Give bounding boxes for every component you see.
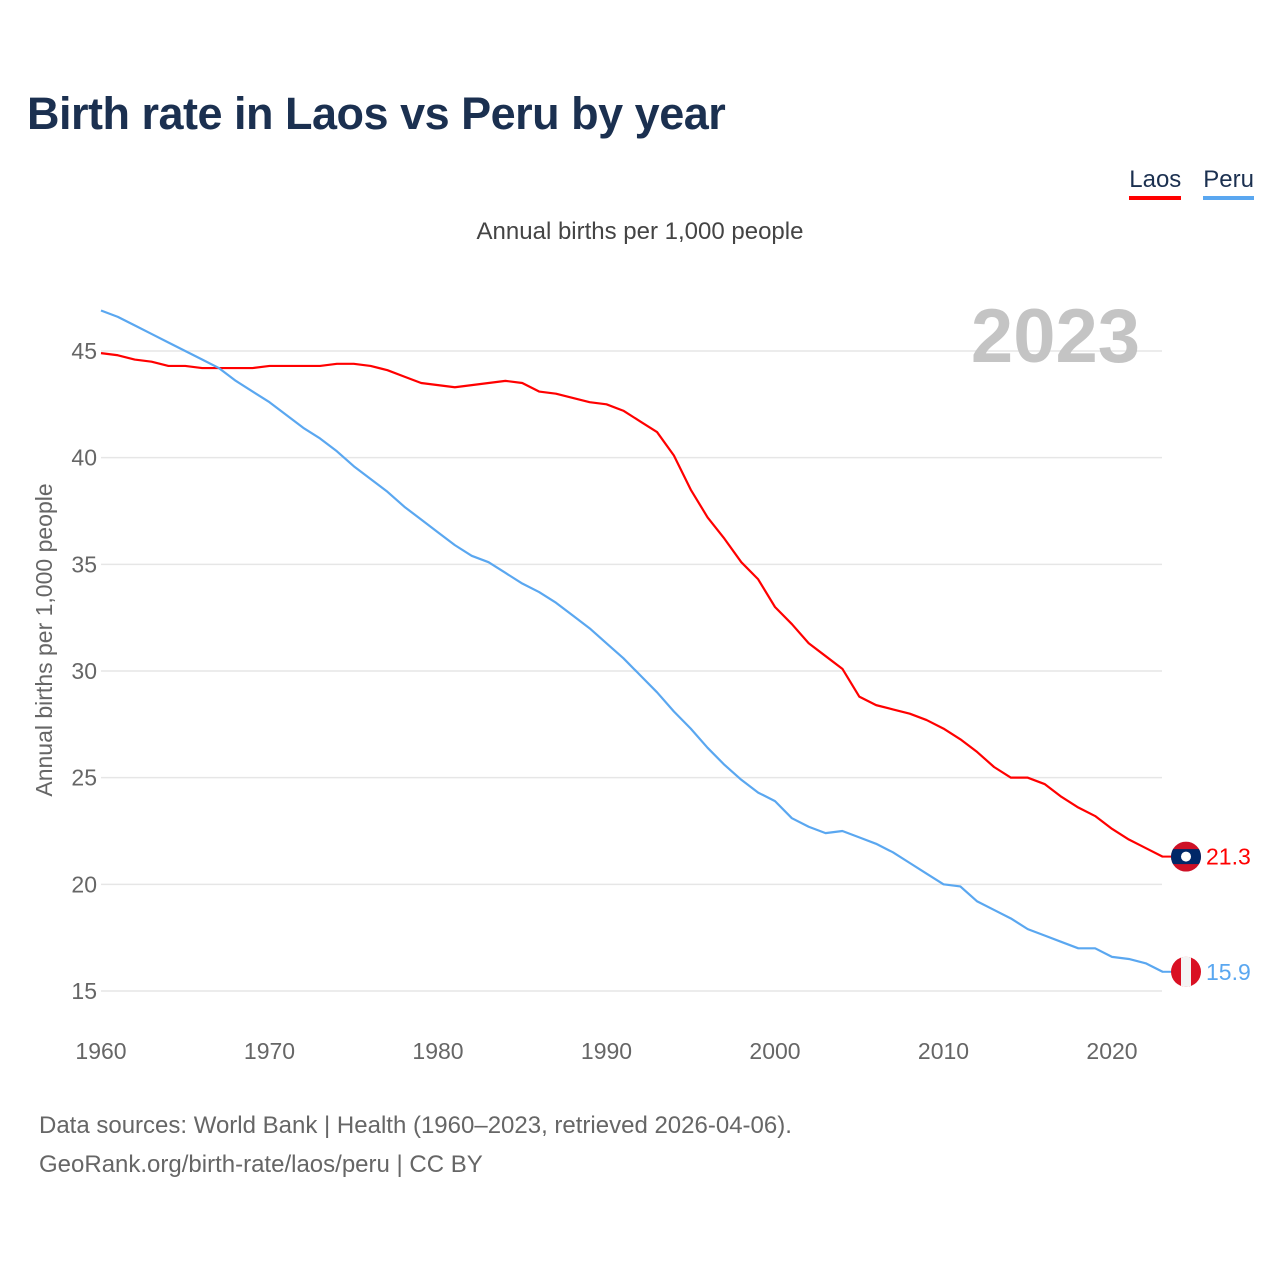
y-axis-label: Annual births per 1,000 people	[31, 483, 57, 796]
legend-item-peru[interactable]: Peru	[1203, 166, 1254, 200]
y-tick-label: 20	[71, 871, 97, 897]
y-tick-label: 45	[71, 338, 97, 364]
end-value-label-peru: 15.9	[1206, 959, 1251, 985]
flag-peru-icon	[1171, 956, 1201, 987]
chart-title: Birth rate in Laos vs Peru by year	[27, 88, 726, 139]
source-line-2[interactable]: GeoRank.org/birth-rate/laos/peru | CC BY	[39, 1151, 483, 1178]
x-tick-label: 1980	[412, 1038, 463, 1064]
year-label: 2023	[971, 294, 1140, 379]
chart-subtitle: Annual births per 1,000 people	[476, 218, 804, 245]
series-line-laos	[100, 352, 1164, 858]
y-tick-label: 15	[71, 978, 97, 1004]
end-value-label-laos: 21.3	[1206, 844, 1251, 870]
x-tick-label: 2010	[918, 1038, 969, 1064]
source-line-1: Data sources: World Bank | Health (1960–…	[39, 1112, 792, 1139]
y-tick-label: 25	[71, 765, 97, 791]
series-line-peru	[100, 309, 1164, 973]
flag-laos-icon	[1171, 841, 1201, 872]
legend-item-laos[interactable]: Laos	[1129, 166, 1182, 200]
x-tick-label: 2020	[1086, 1038, 1137, 1064]
x-tick-label: 1990	[581, 1038, 632, 1064]
y-tick-label: 35	[71, 551, 97, 577]
y-tick-label: 40	[71, 445, 97, 471]
source-note: Data sources: World Bank | Health (1960–…	[39, 1106, 792, 1184]
x-tick-label: 2000	[749, 1038, 800, 1064]
y-tick-label: 30	[71, 658, 97, 684]
x-tick-label: 1960	[75, 1038, 126, 1064]
legend: Laos Peru	[1129, 166, 1254, 200]
x-tick-label: 1970	[244, 1038, 295, 1064]
